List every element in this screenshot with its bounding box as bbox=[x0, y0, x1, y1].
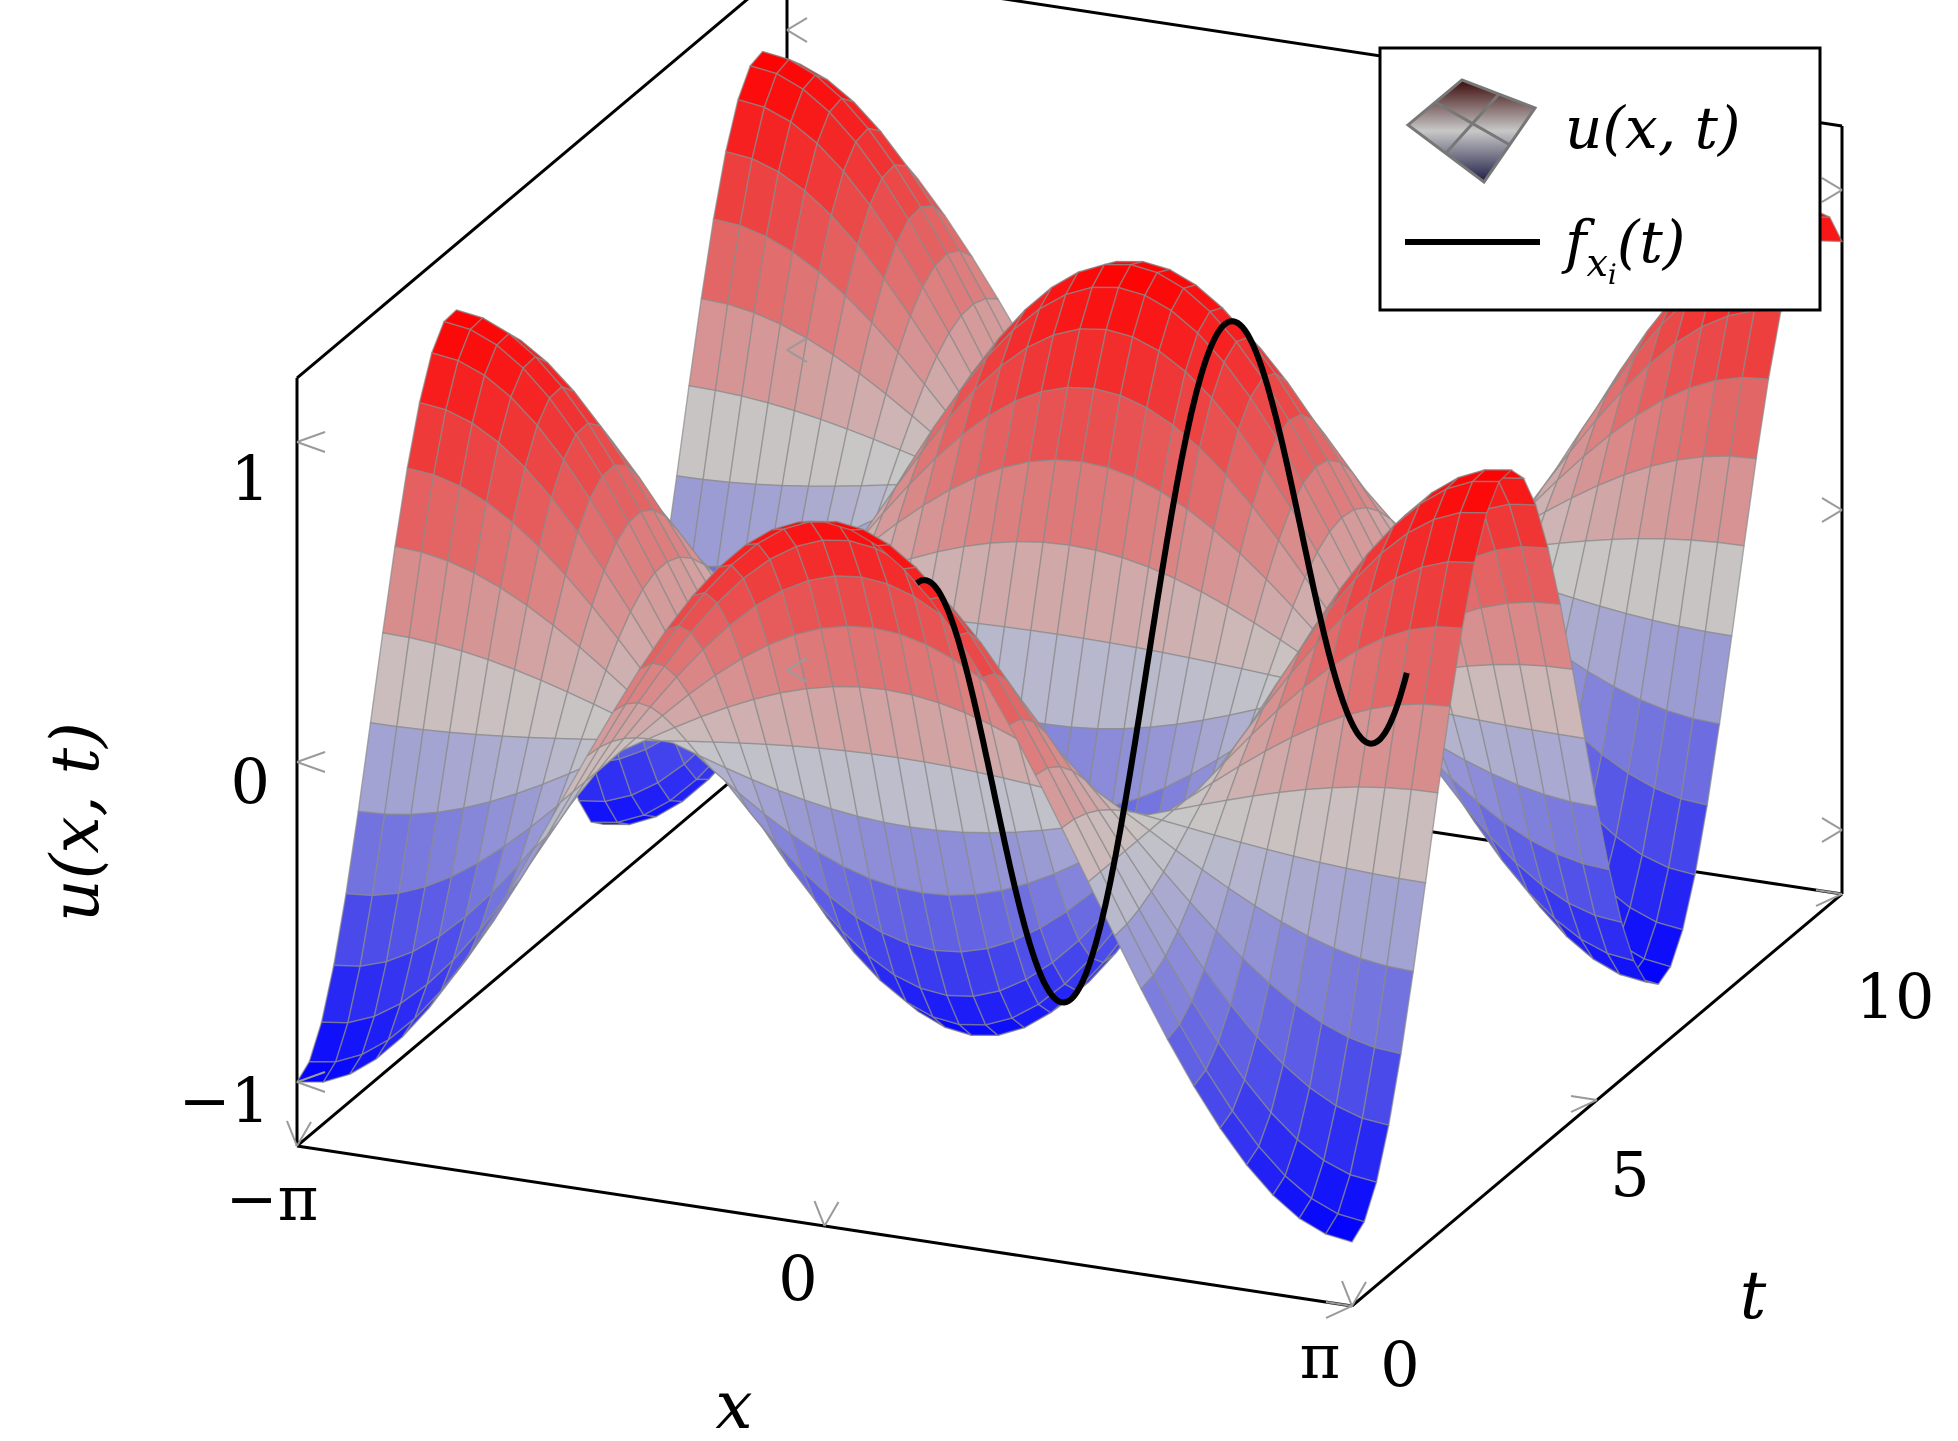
t-tick-mark bbox=[1815, 893, 1843, 907]
z-tick-mark-back bbox=[786, 657, 808, 671]
t-tick-mark bbox=[1570, 1099, 1598, 1113]
z-tick-mark bbox=[296, 1071, 326, 1083]
t-tick-label-5: 5 bbox=[1610, 1138, 1649, 1211]
x-tick-mark bbox=[296, 1121, 312, 1147]
t-tick-mark bbox=[1325, 1305, 1353, 1319]
surface-mesh bbox=[295, 50, 1844, 1243]
x-tick-mark bbox=[1341, 1280, 1353, 1307]
x-tick-label-0: 0 bbox=[778, 1242, 817, 1315]
curve-f-xi bbox=[915, 318, 1410, 1006]
z-tick-mark-right bbox=[1821, 189, 1843, 203]
t-tick-mark bbox=[1570, 1095, 1598, 1101]
x-tick-mark bbox=[1351, 1281, 1367, 1307]
x-axis-label: x bbox=[715, 1367, 752, 1441]
t-tick-label-10: 10 bbox=[1856, 960, 1935, 1033]
z-tick-mark-back bbox=[786, 337, 808, 351]
surface-patch bbox=[1324, 1213, 1366, 1243]
z-tick-mark-right bbox=[1821, 509, 1843, 523]
legend-label-surface: u(x, t) bbox=[1565, 94, 1741, 162]
z-tick-mark-back bbox=[786, 29, 808, 43]
z-tick-label-neg1: −1 bbox=[179, 1064, 270, 1137]
x-tick-label-pi: π bbox=[1300, 1320, 1341, 1393]
x-tick-label-neg-pi: −π bbox=[226, 1162, 319, 1235]
z-tick-label-1: 1 bbox=[231, 442, 270, 515]
z-tick-label-0: 0 bbox=[231, 745, 270, 818]
surface-legend-icon bbox=[1405, 78, 1538, 185]
z-tick-mark bbox=[296, 1081, 326, 1093]
left-top-edge bbox=[296, 0, 749, 380]
z-tick-mark-back bbox=[786, 17, 808, 31]
z-tick-mark-right bbox=[1821, 829, 1843, 843]
x-tick-mark bbox=[813, 1200, 826, 1227]
z-tick-mark-right bbox=[1821, 177, 1843, 191]
x-tick-mark bbox=[823, 1201, 840, 1227]
t-tick-mark bbox=[1325, 1301, 1353, 1307]
t-tick-label-0: 0 bbox=[1380, 1328, 1419, 1401]
x-tick-mark bbox=[286, 1120, 298, 1147]
back-left-floor-edge bbox=[296, 732, 788, 1148]
tick-marks bbox=[286, 17, 1843, 1319]
z-tick-mark-right bbox=[1821, 817, 1843, 831]
z-tick-mark-right bbox=[1821, 497, 1843, 511]
z-axis-label: u(x, t) bbox=[37, 722, 114, 922]
z-tick-mark-back bbox=[786, 669, 808, 683]
z-tick-mark-back bbox=[786, 349, 808, 363]
z-tick-mark bbox=[296, 441, 326, 453]
z-tick-mark bbox=[296, 751, 326, 763]
z-tick-mark bbox=[296, 431, 326, 443]
z-tick-mark bbox=[296, 761, 326, 773]
legend: u(x, t) fxi(t) bbox=[1378, 46, 1822, 312]
t-tick-mark bbox=[1815, 889, 1843, 895]
t-axis-label: t bbox=[1740, 1257, 1767, 1334]
